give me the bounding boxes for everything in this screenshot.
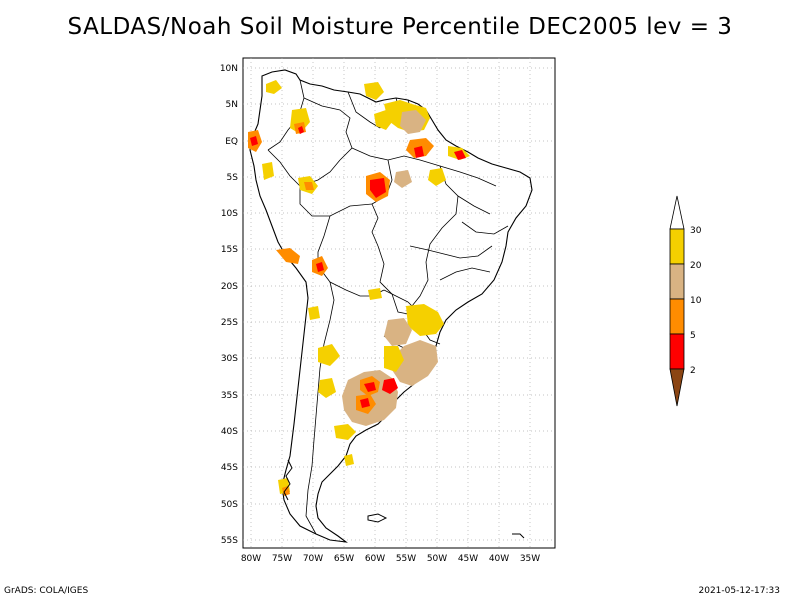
lon-label: 75W [272, 554, 292, 564]
lat-label: 45S [221, 463, 238, 473]
lon-label: 35W [520, 554, 540, 564]
legend-label: 10 [690, 296, 702, 306]
plot-frame [242, 57, 556, 549]
lat-label: 15S [221, 245, 238, 255]
legend-label: 2 [690, 366, 696, 376]
lon-label: 60W [365, 554, 385, 564]
longitude-axis: 80W 75W 70W 65W 60W 55W 50W 45W 40W 35W [241, 554, 540, 564]
footer-credit: GrADS: COLA/IGES [4, 586, 89, 596]
lon-label: 50W [427, 554, 447, 564]
color-legend: 30 20 10 5 2 [669, 195, 702, 407]
lat-label: 40S [221, 427, 238, 437]
legend-arrow-bottom [669, 368, 685, 407]
footer-timestamp: 2021-05-12-17:33 [698, 586, 781, 596]
latitude-axis: 10N 5N EQ 5S 10S 15S 20S 25S 30S 35S 40S… [220, 64, 238, 546]
legend-swatch-10-20 [669, 263, 685, 300]
lon-label: 55W [396, 554, 416, 564]
lat-label: 25S [221, 318, 238, 328]
lon-label: 40W [489, 554, 509, 564]
legend-swatch-5-10 [669, 298, 685, 335]
lat-label: 20S [221, 282, 238, 292]
lat-label: 30S [221, 354, 238, 364]
lon-label: 45W [458, 554, 478, 564]
lat-label: 10N [220, 64, 238, 74]
lat-label: 35S [221, 391, 238, 401]
graticule [243, 58, 555, 548]
legend-swatch-2-5 [669, 333, 685, 370]
legend-arrow-top [669, 195, 685, 230]
lat-label: EQ [225, 137, 238, 147]
legend-label: 20 [690, 261, 702, 271]
islands [283, 459, 525, 539]
lon-label: 70W [303, 554, 323, 564]
legend-label: 5 [690, 331, 696, 341]
lon-label: 80W [241, 554, 261, 564]
percentile-shading [248, 80, 470, 496]
lat-label: 5N [226, 100, 238, 110]
map-title: SALDAS/Noah Soil Moisture Percentile DEC… [67, 14, 733, 40]
lat-label: 10S [221, 209, 238, 219]
legend-label: 30 [690, 226, 702, 236]
lon-label: 65W [334, 554, 354, 564]
legend-swatch-20-30 [669, 228, 685, 265]
lat-label: 55S [221, 536, 238, 546]
lat-label: 50S [221, 500, 238, 510]
lat-label: 5S [227, 173, 239, 183]
